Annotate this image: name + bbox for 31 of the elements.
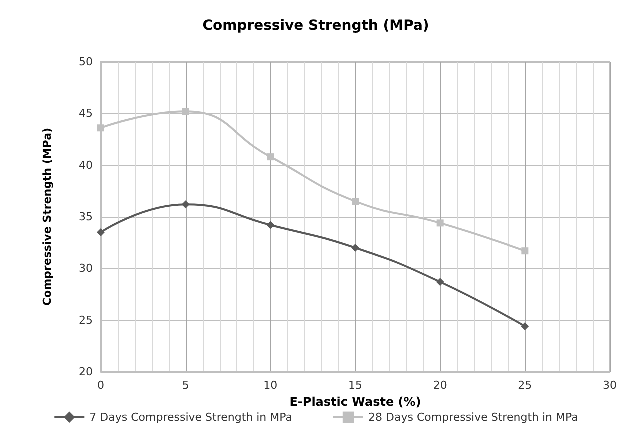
point xyxy=(97,228,105,236)
y-tick-label: 20 xyxy=(79,366,93,378)
point xyxy=(521,322,530,331)
point xyxy=(98,124,104,132)
point xyxy=(352,244,360,252)
point xyxy=(182,108,190,116)
point xyxy=(436,278,444,286)
legend-label: 7 Days Compressive Strength in MPa xyxy=(90,410,293,424)
y-tick-label: 35 xyxy=(79,210,93,224)
legend-label: 28 Days Compressive Strength in MPa xyxy=(368,410,578,424)
y-tick-label: 40 xyxy=(79,158,93,172)
y-tick-label: 25 xyxy=(79,314,93,327)
chart-title: Compressive Strength (MPa) xyxy=(202,18,430,34)
y-tick-label: 30 xyxy=(79,262,93,276)
x-tick-label: 0 xyxy=(98,379,104,392)
point xyxy=(267,154,274,161)
point xyxy=(266,221,275,230)
x-tick-label: 20 xyxy=(433,379,448,392)
y-tick-label: 50 xyxy=(79,56,93,68)
x-tick-label: 30 xyxy=(603,379,617,392)
y-axis-title: Compressive Strength (MPa) xyxy=(41,128,54,306)
x-tick-label: 10 xyxy=(264,379,278,392)
point xyxy=(436,220,444,227)
x-tick-label: 15 xyxy=(348,379,362,392)
y-tick-label: 45 xyxy=(79,107,93,120)
point xyxy=(352,198,359,205)
point xyxy=(182,200,190,209)
x-tick-label: 5 xyxy=(182,379,190,392)
x-tick-label: 25 xyxy=(518,379,532,392)
point xyxy=(522,248,529,255)
x-axis-title: E-Plastic Waste (%) xyxy=(290,395,422,409)
